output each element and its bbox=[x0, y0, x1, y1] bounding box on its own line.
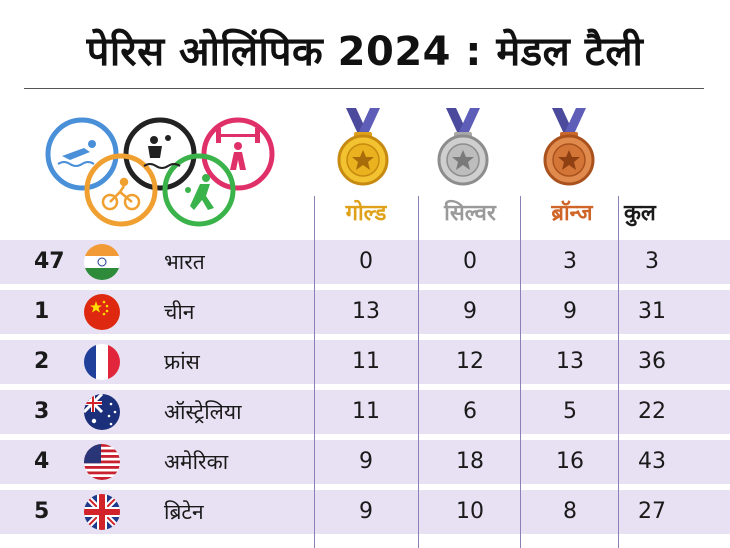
silver-count: 6 bbox=[463, 399, 477, 424]
china-flag-icon bbox=[84, 294, 120, 330]
total-count: 3 bbox=[645, 249, 659, 274]
gold-count: 13 bbox=[352, 299, 380, 324]
page-title: पेरिस ओलिंपिक 2024 : मेडल टैली bbox=[86, 29, 644, 75]
column-header-silver: सिल्वर bbox=[444, 201, 496, 226]
table-row: 4 अमेरिका 9 18 16 43 bbox=[0, 440, 730, 484]
silver-count: 0 bbox=[463, 249, 477, 274]
total-count: 22 bbox=[638, 399, 666, 424]
rank-cell: 1 bbox=[34, 299, 50, 324]
rank-cell: 2 bbox=[34, 349, 50, 374]
swimming-icon bbox=[57, 140, 96, 167]
water-polo-icon bbox=[143, 135, 181, 169]
column-divider bbox=[418, 196, 419, 548]
australia-flag-icon bbox=[84, 394, 120, 430]
usa-flag-icon bbox=[84, 444, 120, 480]
table-row: 5 ब्रिटेन 9 10 8 27 bbox=[0, 490, 730, 534]
rank-cell: 4 bbox=[34, 449, 50, 474]
silver-count: 18 bbox=[456, 449, 484, 474]
gold-count: 9 bbox=[359, 499, 373, 524]
gold-count: 9 bbox=[359, 449, 373, 474]
silver-count: 9 bbox=[463, 299, 477, 324]
table-row: 3 ऑस्ट्रेलिया 11 6 5 22 bbox=[0, 390, 730, 434]
column-header-total: कुल bbox=[624, 201, 656, 226]
column-header-bronze: ब्रॉन्ज bbox=[551, 201, 593, 226]
gold-count: 11 bbox=[352, 399, 380, 424]
weightlifting-icon bbox=[216, 128, 260, 170]
country-name: चीन bbox=[164, 300, 195, 324]
table-row: 47 भारत 0 0 3 3 bbox=[0, 240, 730, 284]
bronze-count: 13 bbox=[556, 349, 584, 374]
column-divider bbox=[314, 196, 315, 548]
rank-cell: 3 bbox=[34, 399, 50, 424]
bronze-count: 3 bbox=[563, 249, 577, 274]
bronze-count: 5 bbox=[563, 399, 577, 424]
title-divider bbox=[24, 88, 704, 89]
rank-cell: 5 bbox=[34, 499, 50, 524]
country-name: अमेरिका bbox=[164, 450, 229, 474]
france-flag-icon bbox=[84, 344, 120, 380]
uk-flag-icon bbox=[84, 494, 120, 530]
column-header-gold: गोल्ड bbox=[345, 201, 387, 226]
olympic-rings-icon bbox=[45, 117, 275, 227]
gold-medal-icon bbox=[337, 108, 389, 186]
gold-count: 11 bbox=[352, 349, 380, 374]
column-divider bbox=[618, 196, 619, 548]
country-name: ब्रिटेन bbox=[164, 500, 204, 524]
bronze-count: 9 bbox=[563, 299, 577, 324]
total-count: 36 bbox=[638, 349, 666, 374]
country-name: ऑस्ट्रेलिया bbox=[164, 400, 242, 424]
bronze-count: 16 bbox=[556, 449, 584, 474]
total-count: 27 bbox=[638, 499, 666, 524]
athletics-icon bbox=[185, 174, 214, 210]
country-name: भारत bbox=[164, 250, 205, 274]
silver-count: 12 bbox=[456, 349, 484, 374]
country-name: फ्रांस bbox=[164, 350, 200, 374]
silver-count: 10 bbox=[456, 499, 484, 524]
column-divider bbox=[520, 196, 521, 548]
rank-cell: 47 bbox=[34, 249, 65, 274]
total-count: 43 bbox=[638, 449, 666, 474]
silver-medal-icon bbox=[437, 108, 489, 186]
india-flag-icon bbox=[84, 244, 120, 280]
gold-count: 0 bbox=[359, 249, 373, 274]
total-count: 31 bbox=[638, 299, 666, 324]
table-row: 2 फ्रांस 11 12 13 36 bbox=[0, 340, 730, 384]
table-row: 1 चीन 13 9 9 31 bbox=[0, 290, 730, 334]
bronze-count: 8 bbox=[563, 499, 577, 524]
bronze-medal-icon bbox=[543, 108, 595, 186]
cycling-icon bbox=[101, 177, 141, 211]
